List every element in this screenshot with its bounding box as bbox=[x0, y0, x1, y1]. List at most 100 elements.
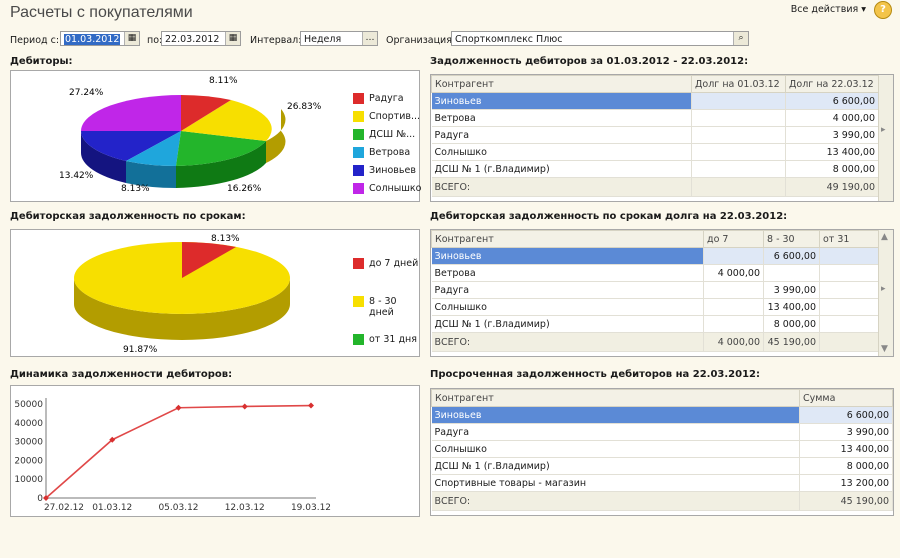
legend-label: Ветрова bbox=[369, 147, 411, 158]
table-row[interactable]: Радуга 3 990,00 bbox=[431, 423, 893, 441]
table-row[interactable]: Солнышко 13 400,00 bbox=[431, 298, 879, 316]
cell bbox=[819, 264, 879, 282]
table-row[interactable]: Зиновьев 6 600,00 bbox=[431, 247, 879, 265]
org-field[interactable]: Спорткомплекс Плюс ⌕ bbox=[451, 31, 749, 46]
table-row[interactable]: Радуга 3 990,00 bbox=[431, 281, 879, 299]
cell: Зиновьев bbox=[431, 92, 692, 110]
pie-side-blue bbox=[81, 131, 126, 183]
period-to-value: 22.03.2012 bbox=[165, 34, 220, 45]
table-row[interactable]: Спортивные товары - магазин 13 200,00 bbox=[431, 474, 893, 492]
table-row[interactable]: ДСШ № 1 (г.Владимир) 8 000,00 bbox=[431, 315, 879, 333]
calendar-icon[interactable]: ▦ bbox=[124, 32, 139, 45]
dynamics-chart-panel: 0 10000 20000 30000 40000 50000 27.02.12 01.03.… bbox=[10, 385, 420, 517]
cell bbox=[691, 109, 786, 127]
cell: 4 000,00 bbox=[703, 332, 764, 352]
cell: Ветрова bbox=[431, 109, 692, 127]
column-header[interactable]: от 31 bbox=[819, 230, 879, 248]
cell: 4 000,00 bbox=[703, 264, 764, 282]
legend-label: ДСШ №... bbox=[369, 129, 416, 140]
column-header[interactable]: Контрагент bbox=[431, 230, 704, 248]
org-value: Спорткомплекс Плюс bbox=[455, 34, 563, 45]
table-row[interactable]: ДСШ № 1 (г.Владимир) 8 000,00 bbox=[431, 457, 893, 475]
all-actions-menu[interactable]: Все действия ▾ bbox=[790, 4, 866, 15]
cell bbox=[819, 247, 879, 265]
pie-side-cyan bbox=[126, 161, 176, 188]
pie-label-4: 13.42% bbox=[59, 171, 94, 181]
cell: 13 400,00 bbox=[785, 143, 879, 161]
column-header[interactable]: Контрагент bbox=[431, 75, 692, 93]
period-to-label: по: bbox=[147, 35, 163, 46]
cell: 4 000,00 bbox=[785, 109, 879, 127]
cell bbox=[703, 281, 764, 299]
table-row[interactable]: ДСШ № 1 (г.Владимир) 8 000,00 bbox=[431, 160, 879, 178]
column-header[interactable]: до 7 bbox=[703, 230, 764, 248]
table-row[interactable]: Зиновьев 6 600,00 bbox=[431, 406, 893, 424]
table-total-row: ВСЕГО: 45 190,00 bbox=[431, 491, 893, 511]
scrollbar[interactable]: ▸ bbox=[878, 75, 893, 201]
y-tick-label: 50000 bbox=[14, 400, 43, 410]
dynamics-title: Динамика задолженности дебиторов: bbox=[10, 369, 233, 380]
pie-slice-cyan bbox=[126, 131, 181, 166]
table-row[interactable]: Ветрова 4 000,00 bbox=[431, 109, 879, 127]
terms-title: Дебиторская задолженность по срокам: bbox=[10, 211, 246, 222]
column-header[interactable]: Долг на 01.03.12 bbox=[691, 75, 786, 93]
cell: ДСШ № 1 (г.Владимир) bbox=[431, 160, 692, 178]
legend-label: Солнышко bbox=[369, 183, 422, 194]
cell bbox=[691, 160, 786, 178]
legend-label: 8 - 30 дней bbox=[369, 296, 397, 318]
pie-label-1: 91.87% bbox=[123, 345, 158, 355]
scrollbar[interactable]: ▲ ▸ ▼ bbox=[878, 230, 893, 356]
cell: Радуга bbox=[431, 281, 704, 299]
cell: Радуга bbox=[431, 126, 692, 144]
cell: ВСЕГО: bbox=[431, 491, 800, 511]
cell: Радуга bbox=[431, 423, 800, 441]
pie-slice-blue bbox=[81, 131, 181, 161]
x-tick-label: 19.03.12 bbox=[291, 503, 331, 513]
y-tick-label: 40000 bbox=[14, 419, 43, 429]
column-header[interactable]: 8 - 30 bbox=[763, 230, 820, 248]
table-row[interactable]: Солнышко 13 400,00 bbox=[431, 440, 893, 458]
legend-label: Зиновьев bbox=[369, 165, 416, 176]
y-tick-label: 30000 bbox=[14, 438, 43, 448]
pie-slice-red bbox=[181, 95, 231, 131]
terms-chart-panel: 8.13% 91.87% до 7 дней 8 - 30 дней от 31… bbox=[10, 229, 420, 357]
cell: 6 600,00 bbox=[763, 247, 820, 265]
table-row[interactable]: Зиновьев 6 600,00 bbox=[431, 92, 879, 110]
cell: 8 000,00 bbox=[785, 160, 879, 178]
cell: 13 400,00 bbox=[763, 298, 820, 316]
period-from-field[interactable]: 01.03.2012 ▦ bbox=[60, 31, 140, 46]
column-header[interactable]: Контрагент bbox=[431, 389, 800, 407]
table-row[interactable]: Солнышко 13 400,00 bbox=[431, 143, 879, 161]
help-icon[interactable]: ? bbox=[874, 1, 892, 19]
calendar-icon[interactable]: ▦ bbox=[225, 32, 240, 45]
table-row[interactable]: Радуга 3 990,00 bbox=[431, 126, 879, 144]
debt-table-panel: Контрагент Долг на 01.03.12 Долг на 22.03.… bbox=[430, 74, 894, 202]
x-tick-label: 12.03.12 bbox=[225, 503, 265, 513]
x-tick-label: 27.02.12 bbox=[44, 503, 84, 513]
cell bbox=[691, 143, 786, 161]
data-point bbox=[109, 436, 116, 443]
cell bbox=[819, 298, 879, 316]
legend-swatch-red bbox=[353, 258, 364, 269]
pie-side-green bbox=[176, 141, 266, 188]
legend-swatch-cyan bbox=[353, 147, 364, 158]
ellipsis-icon[interactable]: … bbox=[362, 32, 377, 45]
period-from-label: Период с: bbox=[10, 35, 60, 46]
data-point bbox=[175, 404, 182, 411]
pie-side-yellow bbox=[74, 278, 290, 340]
interval-field[interactable]: Неделя… bbox=[300, 31, 378, 46]
pie-label-1: 26.83% bbox=[287, 102, 322, 112]
period-to-field[interactable]: 22.03.2012 ▦ bbox=[161, 31, 241, 46]
pie-slice-magenta bbox=[81, 95, 181, 131]
debtors-chart-panel: 8.11% 26.83% 16.26% 8.13% 13.42% 27.24% … bbox=[10, 70, 422, 202]
search-icon[interactable]: ⌕ bbox=[733, 32, 748, 45]
legend-swatch-green bbox=[353, 129, 364, 140]
column-header[interactable]: Сумма bbox=[799, 389, 893, 407]
column-header[interactable]: Долг на 22.03.12 bbox=[785, 75, 879, 93]
table-row[interactable]: Ветрова 4 000,00 bbox=[431, 264, 879, 282]
period-from-value: 01.03.2012 bbox=[64, 34, 121, 45]
filter-bar: Период с: 01.03.2012 ▦ по: 22.03.2012 ▦ Ин… bbox=[0, 30, 900, 50]
pie-slice-red bbox=[182, 242, 236, 278]
